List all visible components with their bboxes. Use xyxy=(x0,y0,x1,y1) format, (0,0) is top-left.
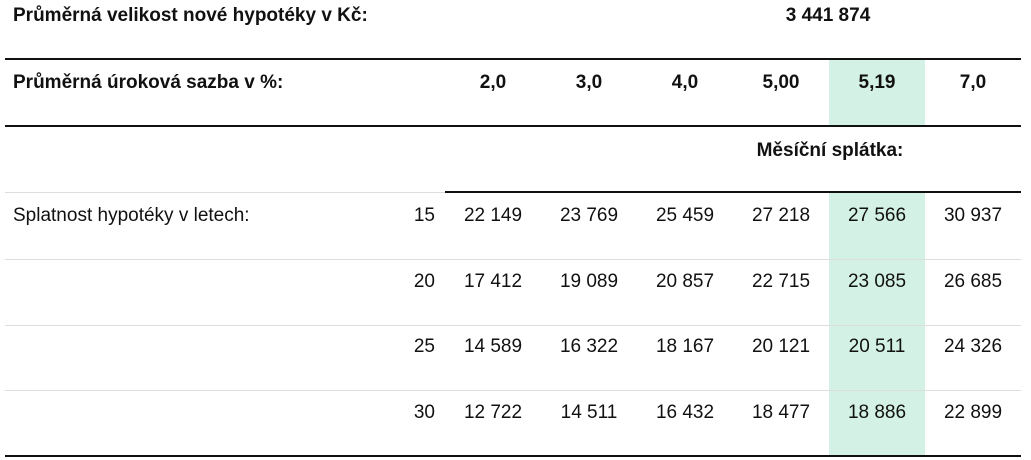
payment: 20 857 xyxy=(655,271,715,292)
payment: 22 899 xyxy=(943,402,1003,423)
payment: 16 322 xyxy=(559,336,619,357)
rate: 5,00 xyxy=(762,72,800,93)
years: 25 xyxy=(413,336,435,357)
rate: 5,19 xyxy=(858,72,896,93)
payment: 27 566 xyxy=(847,205,907,226)
years: 30 xyxy=(413,402,435,423)
rate: 3,0 xyxy=(575,72,603,93)
payment: 18 167 xyxy=(655,336,715,357)
payment: 20 121 xyxy=(751,336,811,357)
rate: 4,0 xyxy=(671,72,699,93)
rate: 7,0 xyxy=(959,72,987,93)
header-value: 3 441 874 xyxy=(785,5,871,26)
rule xyxy=(445,191,1021,193)
payment: 14 511 xyxy=(560,402,618,423)
payment: 26 685 xyxy=(943,271,1003,292)
payment: 25 459 xyxy=(655,205,715,226)
rule xyxy=(5,192,445,193)
payment: 17 412 xyxy=(463,271,523,292)
payment: 18 477 xyxy=(751,402,811,423)
payment: 30 937 xyxy=(943,205,1003,226)
years: 20 xyxy=(413,271,435,292)
payment: 23 085 xyxy=(847,271,907,292)
table-label: Splatnost hypotéky v letech: xyxy=(13,205,250,226)
payment: 20 511 xyxy=(848,336,906,357)
payment: 22 149 xyxy=(463,205,523,226)
rule xyxy=(5,125,1021,127)
payment: 12 722 xyxy=(463,402,523,423)
payment: 27 218 xyxy=(751,205,811,226)
rule xyxy=(5,325,1021,326)
payment: 16 432 xyxy=(655,402,715,423)
rule xyxy=(5,58,1021,60)
rule xyxy=(5,390,1021,391)
header-label: Průměrná velikost nové hypotéky v Kč: xyxy=(13,5,368,26)
years: 15 xyxy=(413,205,435,226)
payment: 22 715 xyxy=(751,271,811,292)
payment: 23 769 xyxy=(559,205,619,226)
rates-label: Průměrná úroková sazba v %: xyxy=(13,72,284,93)
highlight xyxy=(829,193,925,455)
payment: 24 326 xyxy=(943,336,1003,357)
subheader: Měsíční splátka: xyxy=(756,140,904,161)
rule xyxy=(5,455,1021,457)
rule xyxy=(5,259,1021,260)
rate: 2,0 xyxy=(479,72,507,93)
payment: 18 886 xyxy=(847,402,907,423)
payment: 14 589 xyxy=(463,336,523,357)
highlight xyxy=(829,60,925,126)
payment: 19 089 xyxy=(559,271,619,292)
